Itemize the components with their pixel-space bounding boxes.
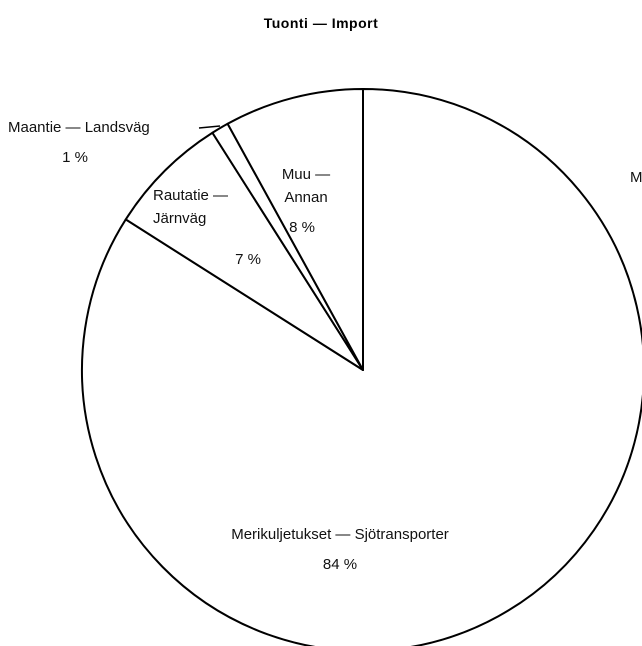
leader-line <box>198 125 221 129</box>
slice-label: Maantie — Landsväg <box>8 119 150 136</box>
slice-label: Muu — Annan <box>281 166 331 206</box>
value-label: 7 % <box>235 251 261 268</box>
slice-label: Rautatie — Järnväg <box>153 187 229 227</box>
value-label: 8 % <box>289 219 315 236</box>
pie-slice <box>81 88 642 646</box>
value-label: 1 % <box>62 149 88 166</box>
annotation: M <box>630 169 642 186</box>
slice-label: Merikuljetukset — Sjötransporter <box>231 526 449 543</box>
chart-title: Tuonti — Import <box>263 15 379 31</box>
pie-slice <box>124 131 364 371</box>
pie-slice <box>226 88 364 371</box>
value-label: 84 % <box>322 556 358 573</box>
